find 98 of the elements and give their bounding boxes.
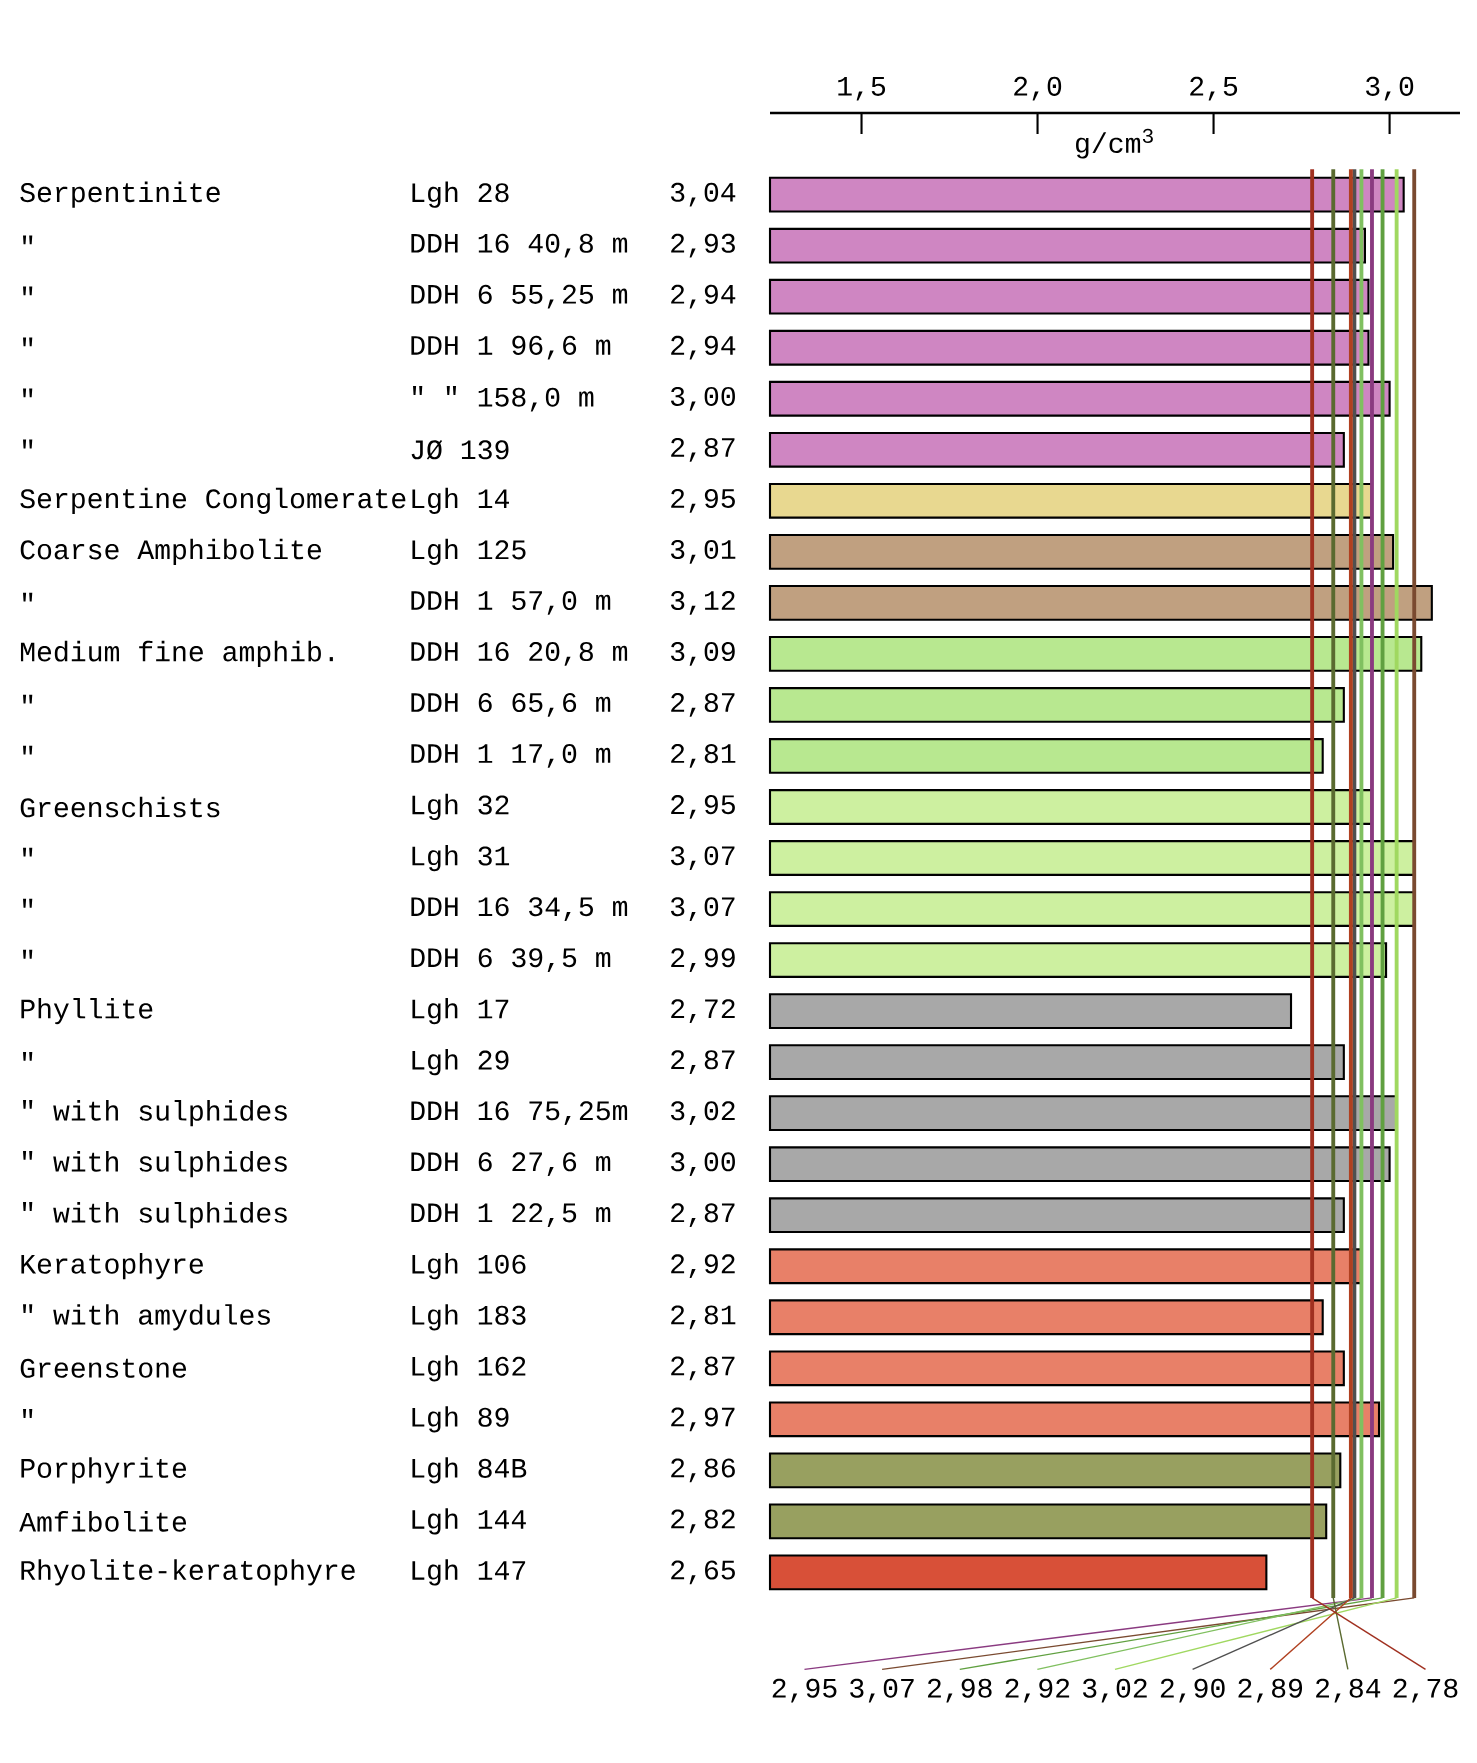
text: " xyxy=(23,592,33,602)
text: " xyxy=(23,337,33,347)
y-tick-label: Lgh 28 xyxy=(412,181,509,208)
y-tick-label: " " 158,0 m xyxy=(413,386,594,412)
text: " xyxy=(23,1409,33,1418)
ref-line-label: 2,92 xyxy=(1005,1678,1070,1703)
y-tick-label: Lgh 14 xyxy=(412,487,509,514)
y-tick-label: DDH 6 55,25 m xyxy=(411,284,628,309)
data-label: 2,95 xyxy=(671,795,735,819)
text: " xyxy=(23,745,33,755)
x-axis-title: g/cm$^{3}$ xyxy=(1076,128,1153,159)
data-label: 2,93 xyxy=(671,233,735,258)
data-label: 2,82 xyxy=(671,1509,735,1534)
data-label: 2,81 xyxy=(671,744,736,768)
data-label: 2,87 xyxy=(671,693,735,717)
y-tick-label: Lgh 183 xyxy=(412,1304,526,1331)
data-label: 3,04 xyxy=(670,182,736,207)
x-tick-label: 3,0 xyxy=(1366,76,1414,101)
data-label: 3,12 xyxy=(670,590,735,615)
data-label: 2,99 xyxy=(671,948,735,972)
ref-line-label: 2,89 xyxy=(1238,1678,1303,1703)
text: Coarse Amphibolite xyxy=(20,538,321,565)
x-tick-label: 1,5 xyxy=(838,77,886,101)
text: Serpentine Conglomerate xyxy=(20,487,406,514)
data-label: 3,09 xyxy=(670,642,735,666)
text: Phyllite xyxy=(21,997,153,1025)
y-tick-label: DDH 1 17,0 m xyxy=(411,744,611,768)
text: Greenschists xyxy=(20,796,220,818)
text: " with amydules xyxy=(23,1304,270,1331)
data-label: 2,92 xyxy=(671,1254,735,1279)
data-label: 3,00 xyxy=(670,386,735,411)
text: " xyxy=(23,388,33,398)
text: " xyxy=(23,235,33,245)
data-label: 3,07 xyxy=(670,846,735,870)
text: Greenstone xyxy=(20,1358,187,1378)
y-tick-label: Lgh 147 xyxy=(412,1559,526,1586)
ref-line-label: 2,95 xyxy=(772,1678,837,1703)
y-tick-label: Lgh 31 xyxy=(412,844,510,872)
data-label: 2,87 xyxy=(671,437,735,462)
y-tick-label: DDH 16 75,25m xyxy=(411,1101,628,1126)
y-tick-label: Lgh 29 xyxy=(412,1049,509,1076)
text: " with sulphides xyxy=(23,1100,287,1127)
text: " xyxy=(23,694,33,704)
y-tick-label: DDH 16 34,5 m xyxy=(411,897,628,921)
text: " xyxy=(23,1051,33,1061)
text: " xyxy=(23,949,33,959)
y-tick-label: DDH 6 39,5 m xyxy=(411,948,611,972)
data-label: 2,94 xyxy=(671,335,736,360)
y-tick-label: DDH 1 57,0 m xyxy=(411,590,611,615)
text: " with sulphides xyxy=(23,1202,287,1229)
y-tick-label: Lgh 106 xyxy=(412,1253,526,1280)
ref-line-label: 2,84 xyxy=(1316,1678,1381,1703)
data-label: 2,95 xyxy=(671,488,735,513)
y-tick-label: DDH 1 96,6 m xyxy=(411,335,611,360)
data-label: 2,97 xyxy=(671,1407,735,1432)
data-label: 3,01 xyxy=(670,539,736,564)
text: " xyxy=(23,847,33,857)
text: " xyxy=(23,439,33,449)
ref-line-label: 2,98 xyxy=(927,1678,992,1703)
data-label: 2,65 xyxy=(671,1560,735,1585)
ref-line-label: 2,90 xyxy=(1160,1678,1225,1703)
y-tick-label: DDH 16 20,8 m xyxy=(411,642,628,666)
ref-line-label: 2,78 xyxy=(1393,1678,1458,1703)
data-label: 2,87 xyxy=(671,1356,735,1381)
y-tick-label: Lgh 32 xyxy=(412,793,509,821)
text: Amfibolite xyxy=(19,1511,187,1532)
data-label: 3,02 xyxy=(670,1101,735,1126)
data-label: 2,87 xyxy=(671,1203,735,1228)
text: Medium fine amphib. xyxy=(20,640,333,668)
text: " xyxy=(23,286,33,296)
text: " xyxy=(23,898,33,908)
text: " with sulphides xyxy=(23,1151,287,1178)
y-tick-label: Lgh 162 xyxy=(412,1355,526,1382)
x-tick-label: 2,0 xyxy=(1014,76,1062,101)
data-label: 3,00 xyxy=(670,1152,735,1177)
y-tick-label: DDH 1 22,5 m xyxy=(411,1203,611,1228)
y-tick-label: JØ 139 xyxy=(411,439,509,460)
text: Serpentinite xyxy=(20,181,220,208)
y-tick-label: DDH 6 27,6 m xyxy=(411,1152,611,1177)
data-label: 2,81 xyxy=(671,1305,736,1330)
y-tick-label: Lgh 89 xyxy=(412,1406,509,1433)
y-tick-label: Lgh 84B xyxy=(412,1457,527,1484)
text: Rhyolite-keratophyre xyxy=(21,1559,355,1586)
text: Porphyrite xyxy=(21,1457,187,1484)
data-label: 3,07 xyxy=(670,897,735,921)
data-label: 2,87 xyxy=(671,1050,735,1074)
x-tick-label: 2,5 xyxy=(1190,76,1238,101)
text: Keratophyre xyxy=(21,1253,203,1280)
ref-line-label: 3,02 xyxy=(1083,1678,1147,1703)
y-tick-label: Lgh 17 xyxy=(412,997,509,1025)
y-tick-label: DDH 16 40,8 m xyxy=(411,233,628,258)
y-tick-label: Lgh 125 xyxy=(412,538,526,565)
data-label: 2,72 xyxy=(671,999,735,1023)
data-label: 2,94 xyxy=(671,284,736,309)
data-label: 2,86 xyxy=(671,1458,735,1483)
y-tick-label: DDH 6 65,6 m xyxy=(411,693,611,717)
y-tick-label: Lgh 144 xyxy=(412,1508,526,1535)
ref-line-label: 3,07 xyxy=(850,1678,914,1703)
